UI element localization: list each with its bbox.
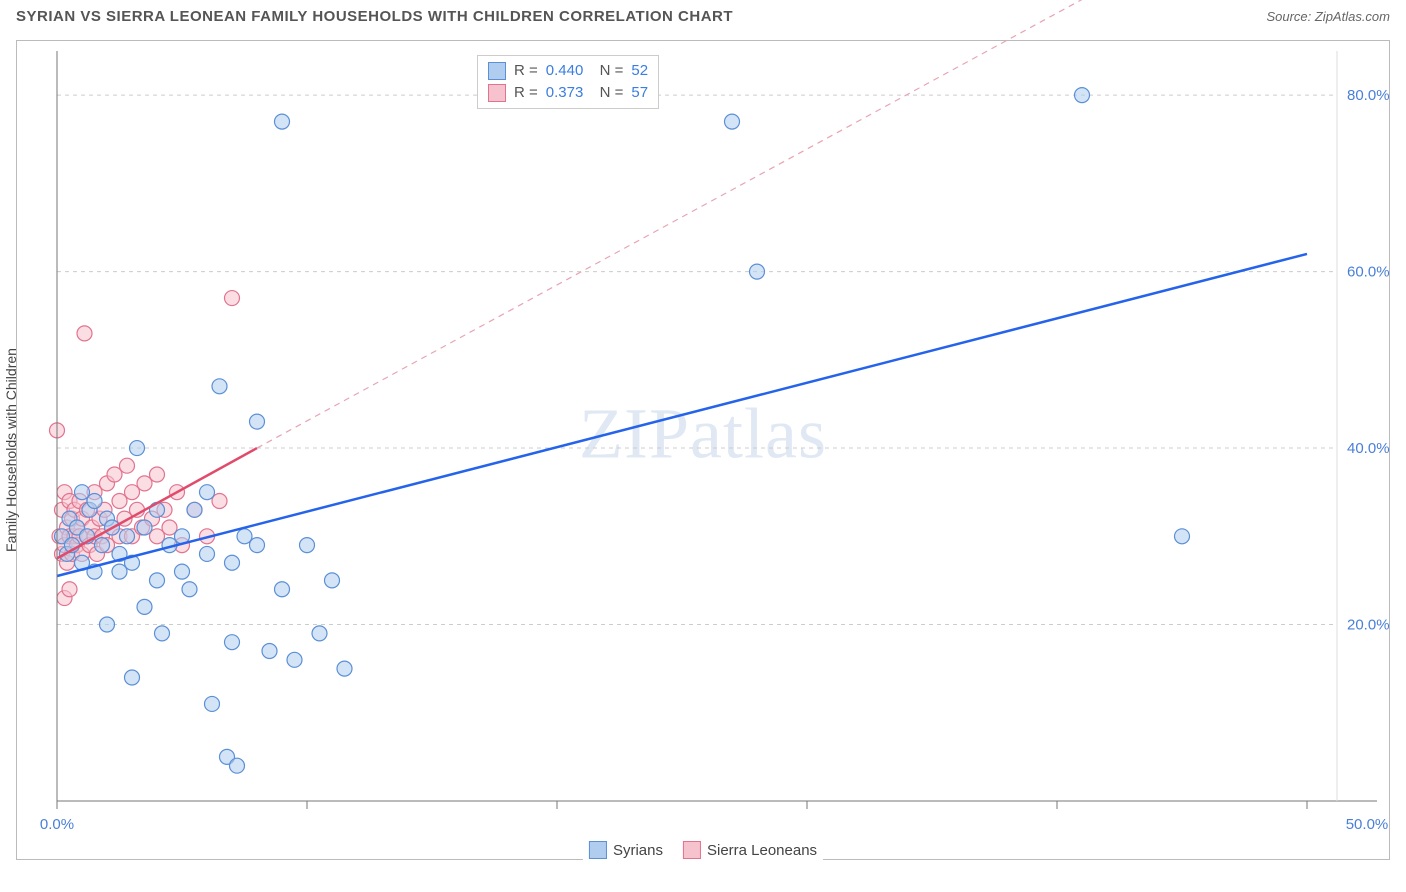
data-point <box>750 264 765 279</box>
stat-r-label: R = <box>514 82 538 104</box>
data-point <box>250 538 265 553</box>
data-point <box>312 626 327 641</box>
data-point <box>225 635 240 650</box>
svg-text:80.0%: 80.0% <box>1347 87 1390 104</box>
bottom-legend: Syrians Sierra Leoneans <box>583 839 823 861</box>
data-point <box>137 520 152 535</box>
data-point <box>300 538 315 553</box>
data-point <box>95 538 110 553</box>
stat-n-label: N = <box>591 82 623 104</box>
svg-text:20.0%: 20.0% <box>1347 617 1390 634</box>
data-point <box>205 696 220 711</box>
data-point <box>77 326 92 341</box>
data-point <box>275 114 290 129</box>
stat-n-pink: 57 <box>631 82 648 104</box>
data-point <box>137 599 152 614</box>
data-point <box>262 644 277 659</box>
data-point <box>120 458 135 473</box>
y-axis-label: Family Households with Children <box>3 348 19 552</box>
data-point <box>287 652 302 667</box>
data-point <box>275 582 290 597</box>
stat-r-label: R = <box>514 60 538 82</box>
data-point <box>130 441 145 456</box>
data-point <box>120 529 135 544</box>
legend-item-blue: Syrians <box>589 841 663 859</box>
swatch-pink-icon <box>488 84 506 102</box>
stat-r-pink: 0.373 <box>546 82 584 104</box>
data-point <box>225 555 240 570</box>
chart-container: Family Households with Children ZIPatlas… <box>16 40 1390 860</box>
scatter-plot: 20.0%40.0%60.0%80.0%0.0%50.0% <box>57 51 1377 851</box>
trend-line-extension <box>257 0 1182 448</box>
legend-item-pink: Sierra Leoneans <box>683 841 817 859</box>
data-point <box>187 502 202 517</box>
data-point <box>225 291 240 306</box>
stat-n-label: N = <box>591 60 623 82</box>
svg-text:60.0%: 60.0% <box>1347 264 1390 281</box>
legend-swatch-pink-icon <box>683 841 701 859</box>
stat-n-blue: 52 <box>631 60 648 82</box>
data-point <box>62 582 77 597</box>
data-point <box>100 617 115 632</box>
data-point <box>212 379 227 394</box>
data-point <box>200 546 215 561</box>
data-point <box>337 661 352 676</box>
data-point <box>230 758 245 773</box>
data-point <box>725 114 740 129</box>
data-point <box>250 414 265 429</box>
data-point <box>325 573 340 588</box>
svg-text:50.0%: 50.0% <box>1346 816 1389 833</box>
trend-line <box>57 254 1307 576</box>
data-point <box>87 494 102 509</box>
chart-title: SYRIAN VS SIERRA LEONEAN FAMILY HOUSEHOL… <box>16 8 733 25</box>
stat-r-blue: 0.440 <box>546 60 584 82</box>
data-point <box>182 582 197 597</box>
correlation-stats-box: R = 0.440 N = 52 R = 0.373 N = 57 <box>477 55 659 109</box>
legend-label-pink: Sierra Leoneans <box>707 842 817 859</box>
stat-row-pink: R = 0.373 N = 57 <box>488 82 648 104</box>
swatch-blue-icon <box>488 62 506 80</box>
data-point <box>150 573 165 588</box>
data-point <box>1175 529 1190 544</box>
source-name: ZipAtlas.com <box>1315 9 1390 24</box>
data-point <box>1075 88 1090 103</box>
stat-row-blue: R = 0.440 N = 52 <box>488 60 648 82</box>
legend-label-blue: Syrians <box>613 842 663 859</box>
data-point <box>200 485 215 500</box>
source-attribution: Source: ZipAtlas.com <box>1266 9 1390 24</box>
data-point <box>150 467 165 482</box>
data-point <box>155 626 170 641</box>
data-point <box>175 564 190 579</box>
legend-swatch-blue-icon <box>589 841 607 859</box>
source-prefix: Source: <box>1266 9 1314 24</box>
data-point <box>125 670 140 685</box>
svg-text:40.0%: 40.0% <box>1347 440 1390 457</box>
svg-text:0.0%: 0.0% <box>40 816 74 833</box>
